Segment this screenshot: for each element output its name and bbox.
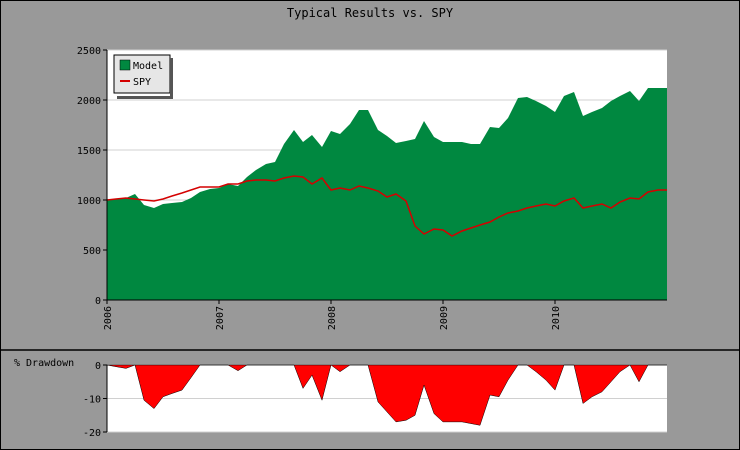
x-tick-label: 2010 [551, 306, 562, 330]
y-tick-label: 0 [95, 296, 101, 307]
drawdown-area [106, 364, 667, 426]
y-tick-label: 1500 [77, 146, 101, 157]
series-model-area [107, 88, 667, 300]
drawdown-y-tick-label: 0 [95, 361, 101, 372]
y-tick-label: 2000 [77, 96, 101, 107]
y-tick-label: 500 [83, 246, 101, 257]
legend-model-swatch [119, 59, 131, 71]
x-tick-label: 2009 [439, 306, 450, 330]
main-x-axis: 2006 2007 2008 2009 2010 [103, 300, 562, 330]
legend-model-label: Model [133, 61, 163, 72]
drawdown-y-tick-label: -10 [83, 395, 101, 406]
drawdown-y-tick-label: -20 [83, 428, 101, 439]
y-tick-label: 1000 [77, 196, 101, 207]
drawdown-series-group [106, 364, 667, 426]
legend-shadow-bottom [117, 96, 173, 99]
x-tick-label: 2006 [103, 306, 114, 330]
y-tick-label: 2500 [77, 46, 101, 57]
x-tick-label: 2007 [215, 306, 226, 330]
chart-title: Typical Results vs. SPY [287, 6, 454, 20]
legend-spy-label: SPY [133, 77, 151, 88]
x-tick-label: 2008 [327, 306, 338, 330]
series-spy-line [106, 175, 667, 237]
main-y-axis: 0 500 1000 1500 2000 2500 [77, 46, 107, 307]
drawdown-y-axis: 0 -10 -20 [83, 361, 107, 439]
main-series-group [106, 88, 667, 300]
legend: Model SPY [113, 54, 173, 99]
drawdown-axis-label: % Drawdown [14, 358, 74, 369]
legend-shadow [170, 58, 173, 96]
